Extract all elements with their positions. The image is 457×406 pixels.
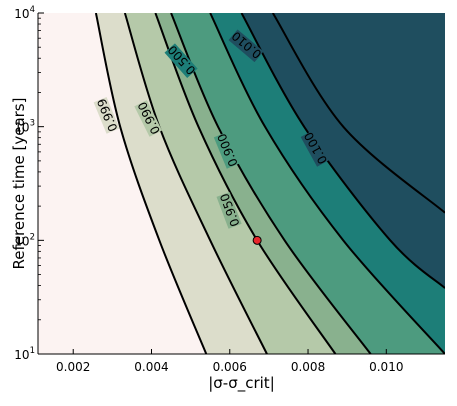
contour-band-0.010 — [241, 13, 445, 289]
contour-line-0.990 — [123, 13, 268, 354]
contour-line-0.999 — [94, 13, 208, 354]
contour-label-bg — [216, 191, 242, 229]
y-tick-label: 101 — [14, 346, 35, 362]
x-tick-label: 0.010 — [369, 360, 403, 374]
contour-label-bg — [134, 100, 163, 137]
contour-label-bg — [213, 131, 240, 169]
y-axis-label: Reference time [years] — [10, 98, 28, 270]
contour-label-bg — [228, 29, 264, 63]
contour-line-0.100 — [240, 13, 445, 289]
contour-label-bg — [300, 130, 330, 167]
axes: 0.002 0.004 0.006 0.008 0.010 101 102 103 104 — [14, 5, 445, 374]
x-axis-label: |σ-σ_crit| — [208, 374, 275, 393]
contour-label-bg — [93, 96, 120, 134]
contour-line-0.010 — [271, 13, 445, 214]
reference-point-marker — [252, 235, 262, 245]
y-tick-label: 104 — [14, 5, 35, 21]
x-tick-label: 0.004 — [134, 360, 168, 374]
y-tick-label: 102 — [14, 232, 35, 248]
x-tick-label: 0.006 — [213, 360, 247, 374]
contour-line-0.500 — [209, 13, 445, 354]
y-tick-label: 103 — [14, 119, 35, 135]
contour-line-0.950 — [154, 13, 337, 354]
contour-lines — [94, 13, 445, 354]
x-tick-label: 0.002 — [56, 360, 90, 374]
x-tick-label: 0.008 — [291, 360, 325, 374]
contour-label-bg — [164, 43, 198, 79]
